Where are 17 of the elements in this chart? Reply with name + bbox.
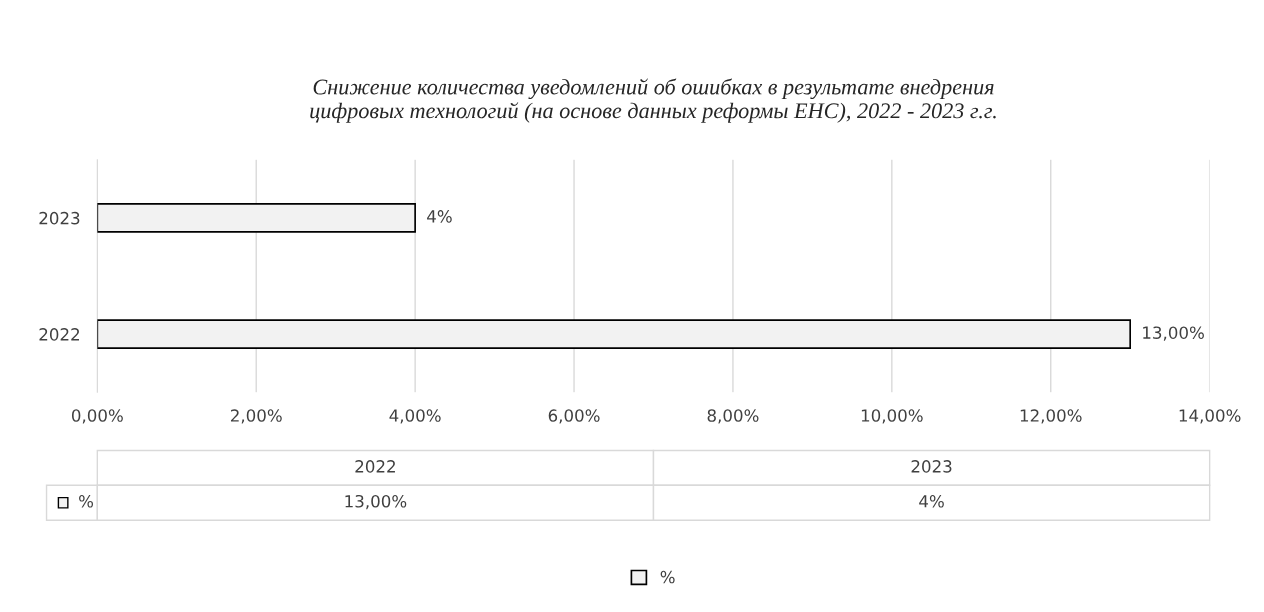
text: 13,00% — [345, 494, 407, 510]
text: 4% — [919, 494, 944, 508]
category-label: 2023 — [911, 460, 952, 473]
chart-title: Снижение количества уведомлений об ошибках в результате внедрения цифровых технологий (на основе данных реформы ЕНС), 2022 - 2023 г.г. — [310, 78, 996, 123]
data-label: 4% — [427, 210, 452, 223]
x-tick-label: 0,00% — [71, 409, 123, 424]
x-tick-label: 6,00% — [548, 409, 600, 424]
x-tick-label: 4,00% — [389, 409, 441, 424]
text: % — [660, 570, 675, 584]
x-tick-label: 12,00% — [1020, 409, 1082, 424]
x-tick-label: 8,00% — [707, 409, 759, 424]
x-tick-label: 10,00% — [861, 409, 923, 424]
x-tick-label: 2,00% — [230, 409, 282, 424]
category-label: 2022 — [355, 460, 395, 473]
legend-label: % — [79, 494, 94, 508]
data-label: 13,00% — [1143, 326, 1204, 341]
x-tick-label: 14,00% — [1179, 409, 1241, 424]
